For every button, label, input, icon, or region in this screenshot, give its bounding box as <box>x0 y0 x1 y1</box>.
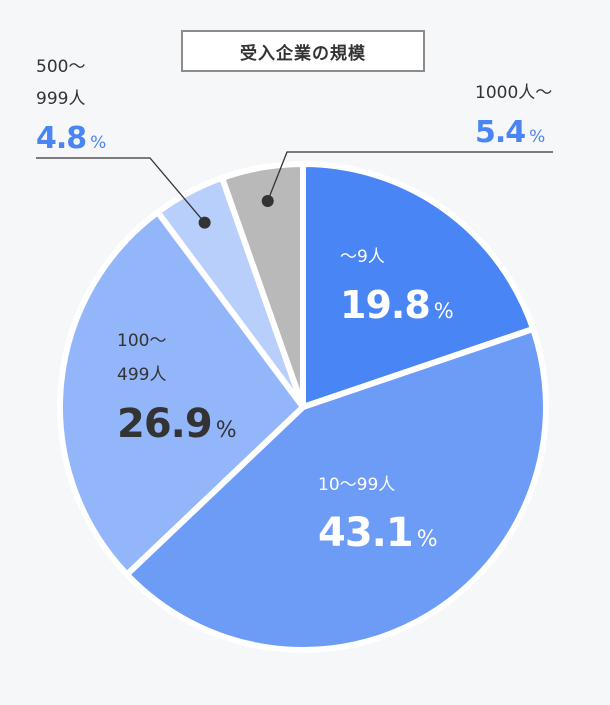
label-slice-1-9: 〜9人 <box>340 247 385 267</box>
pie-slice-1000-plus <box>219 161 306 410</box>
leader-1000-plus-dot <box>261 195 274 208</box>
label-slice-500-999-line-1: 500〜 <box>36 57 85 77</box>
pie-slice-100-499 <box>57 209 306 578</box>
value-slice-1-9: 19.8% <box>340 283 453 327</box>
label-slice-10-99: 10〜99人 <box>318 475 395 495</box>
pie-slice-10-99 <box>123 326 549 653</box>
value-slice-1000-plus: 5.4% <box>475 115 545 150</box>
leader-500-999-dot <box>198 216 211 229</box>
label-slice-100-499-line-1: 100〜 <box>117 331 166 351</box>
value-slice-100-499: 26.9% <box>117 401 236 447</box>
label-slice-1000-plus: 1000人〜 <box>475 83 552 103</box>
chart-title: 受入企業の規模 <box>181 30 425 72</box>
value-slice-500-999: 4.8% <box>36 121 106 156</box>
label-slice-500-999-line-2: 999人 <box>36 89 85 109</box>
leader-500-999-line <box>36 157 206 224</box>
label-slice-100-499-line-2: 499人 <box>117 365 166 385</box>
value-slice-10-99: 43.1% <box>318 510 437 556</box>
leader-1000-plus-line <box>267 151 553 202</box>
